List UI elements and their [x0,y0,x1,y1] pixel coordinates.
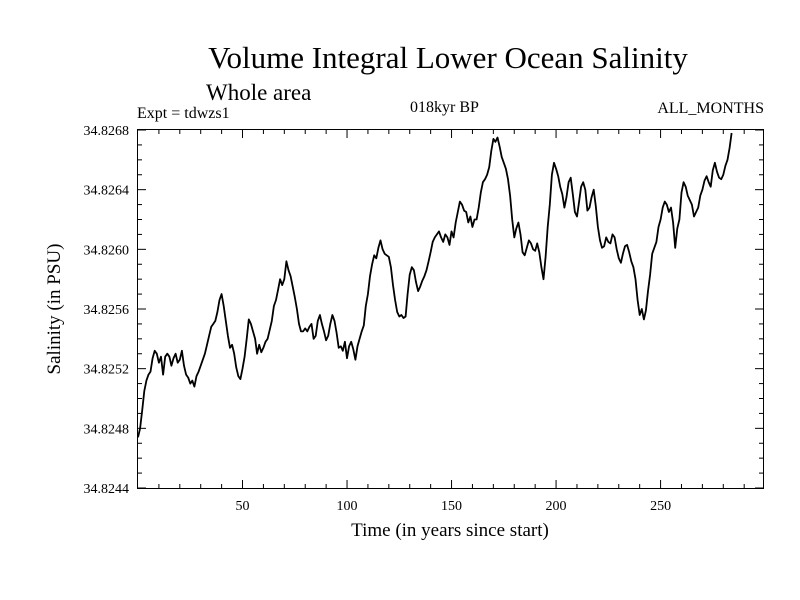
x-tick-label: 50 [236,499,250,514]
x-axis-label: Time (in years since start) [351,520,549,541]
y-tick-label: 34.8260 [84,243,130,258]
x-tick-label: 250 [650,499,671,514]
chart-subtitle: Whole area [206,80,312,105]
y-axis-label: Salinity (in PSU) [44,244,65,375]
y-tick-label: 34.8252 [84,363,130,378]
y-tick-label: 34.8268 [84,124,130,139]
season-label: ALL_MONTHS [657,100,764,117]
x-tick-label: 150 [441,499,462,514]
x-tick-labels: 50 100 150 200 250 [236,499,672,514]
y-tick-label: 34.8256 [84,303,130,318]
x-tick-label: 100 [337,499,358,514]
plot-frame [137,129,764,489]
axis-ticks [138,129,763,489]
y-tick-label: 34.8244 [84,482,130,497]
chart-title: Volume Integral Lower Ocean Salinity [208,40,688,75]
x-tick-label: 200 [546,499,567,514]
experiment-label: Expt = tdwzs1 [137,105,230,122]
y-tick-label: 34.8248 [84,422,130,437]
y-tick-label: 34.8264 [84,184,130,199]
salinity-series-line [137,132,733,438]
y-tick-labels: 34.8244 34.8248 34.8252 34.8256 34.8260 34.82… [84,124,130,497]
period-label: 018kyr BP [410,99,479,116]
